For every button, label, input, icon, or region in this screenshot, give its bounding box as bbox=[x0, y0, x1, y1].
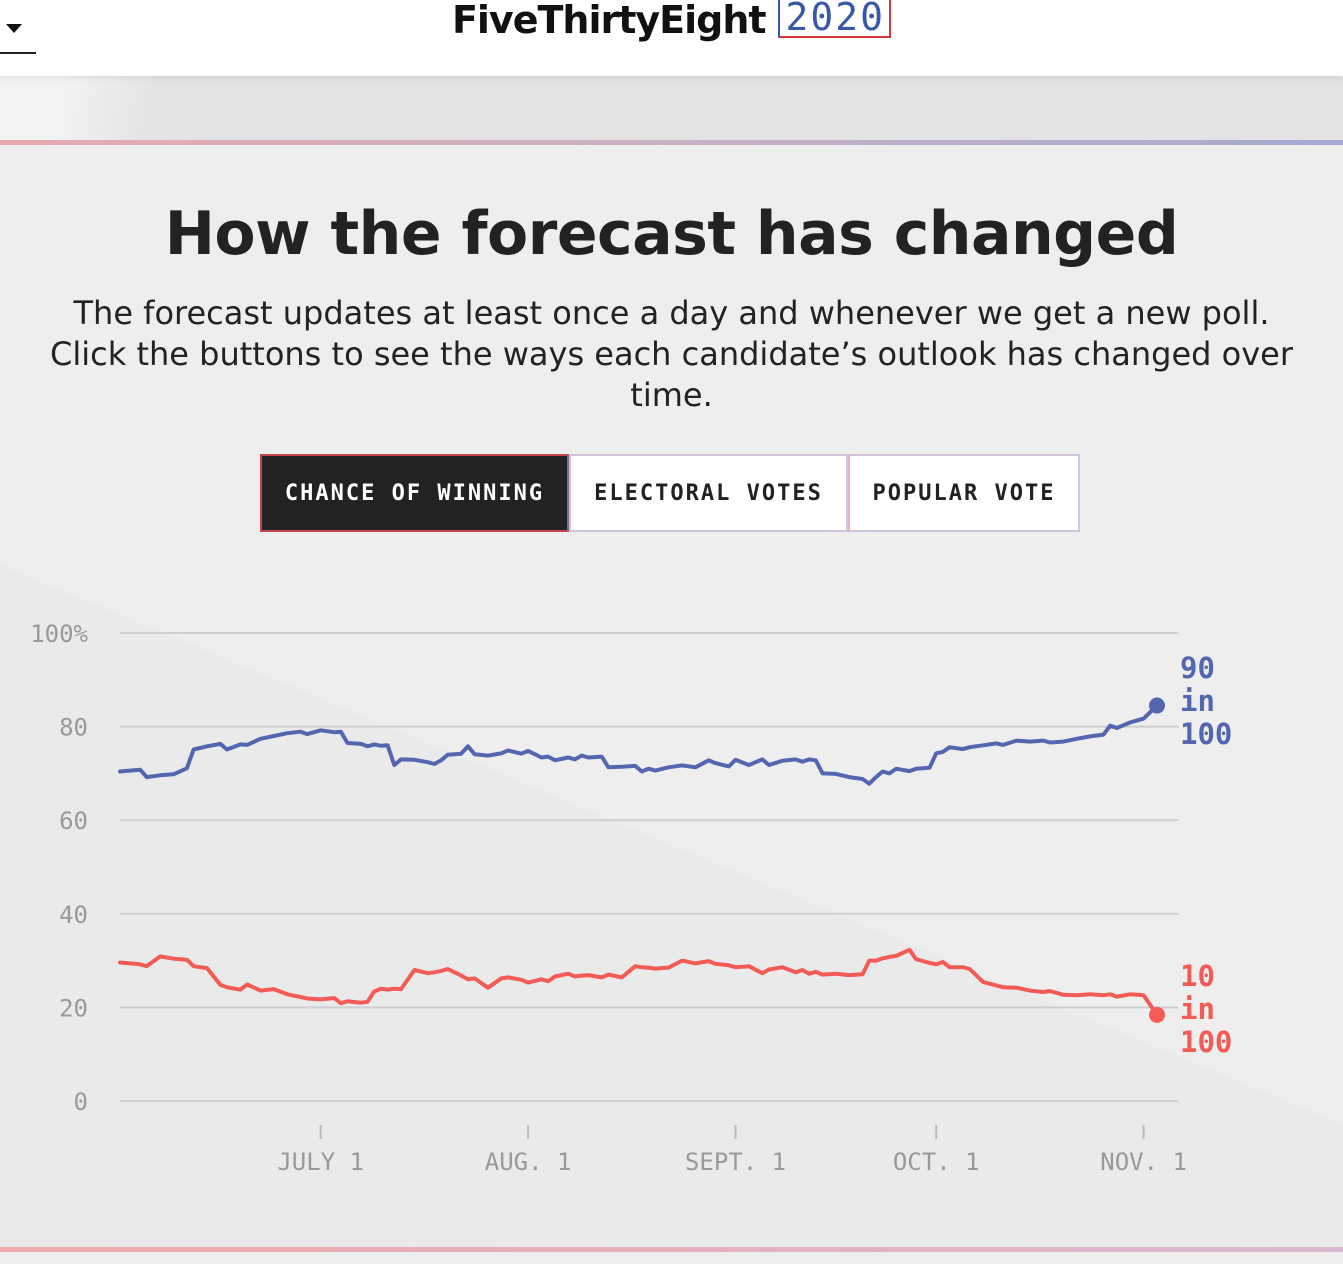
site-header: FiveThirtyEight 2020 bbox=[0, 0, 1343, 76]
chart-grid bbox=[120, 632, 1178, 1102]
blue-series-line bbox=[118, 703, 1159, 786]
section-divider-top bbox=[0, 140, 1343, 145]
blue-end-label: in bbox=[1180, 684, 1215, 718]
chevron-down-icon bbox=[6, 24, 22, 33]
x-tick-label: OCT. 1 bbox=[893, 1148, 980, 1176]
red-series-line bbox=[118, 947, 1159, 1017]
red-series-endpoint bbox=[1149, 1006, 1165, 1023]
logo-year: 2020 bbox=[777, 0, 892, 38]
x-tick-label: NOV. 1 bbox=[1100, 1148, 1187, 1176]
section-title: How the forecast has changed bbox=[164, 199, 1179, 269]
site-logo[interactable]: FiveThirtyEight 2020 bbox=[0, 0, 1343, 44]
red-end-label: in bbox=[1180, 992, 1215, 1026]
y-axis: 100% 80 60 40 20 0 bbox=[30, 620, 88, 1116]
red-end-label: 10 bbox=[1180, 959, 1215, 993]
red-end-label: 100 bbox=[1180, 1025, 1232, 1059]
y-tick-label: 80 bbox=[59, 714, 88, 742]
section-divider-bottom bbox=[0, 1247, 1343, 1252]
y-tick-label: 40 bbox=[59, 901, 88, 929]
tab-chance-of-winning[interactable]: CHANCE OF WINNING bbox=[260, 454, 569, 532]
x-tick-label: JULY 1 bbox=[277, 1148, 364, 1176]
logo-wordmark: FiveThirtyEight bbox=[451, 0, 767, 42]
blue-end-label: 100 bbox=[1180, 717, 1232, 751]
x-tick-label: SEPT. 1 bbox=[685, 1148, 786, 1176]
section-description: The forecast updates at least once a day… bbox=[50, 294, 1293, 414]
x-tick-label: AUG. 1 bbox=[485, 1148, 572, 1176]
menu-dropdown[interactable] bbox=[0, 8, 36, 54]
blue-end-label: 90 bbox=[1180, 651, 1215, 685]
blue-series-endpoint bbox=[1149, 697, 1165, 714]
x-axis: JULY 1 AUG. 1 SEPT. 1 OCT. 1 NOV. 1 bbox=[277, 1125, 1187, 1176]
y-tick-label: 0 bbox=[74, 1088, 88, 1116]
header-band bbox=[0, 76, 1343, 140]
tab-popular-vote[interactable]: POPULAR VOTE bbox=[848, 454, 1080, 532]
background-shape bbox=[0, 565, 1343, 1247]
y-tick-label: 20 bbox=[59, 994, 88, 1022]
y-tick-label: 100% bbox=[30, 620, 88, 648]
tab-electoral-votes[interactable]: ELECTORAL VOTES bbox=[569, 454, 848, 532]
y-tick-label: 60 bbox=[59, 807, 88, 835]
forecast-section: How the forecast has changed The forecas… bbox=[0, 145, 1343, 1247]
forecast-chart: 100% 80 60 40 20 0 JULY 1 AUG. 1 SEPT. 1 OCT. 1 N… bbox=[30, 620, 1232, 1176]
